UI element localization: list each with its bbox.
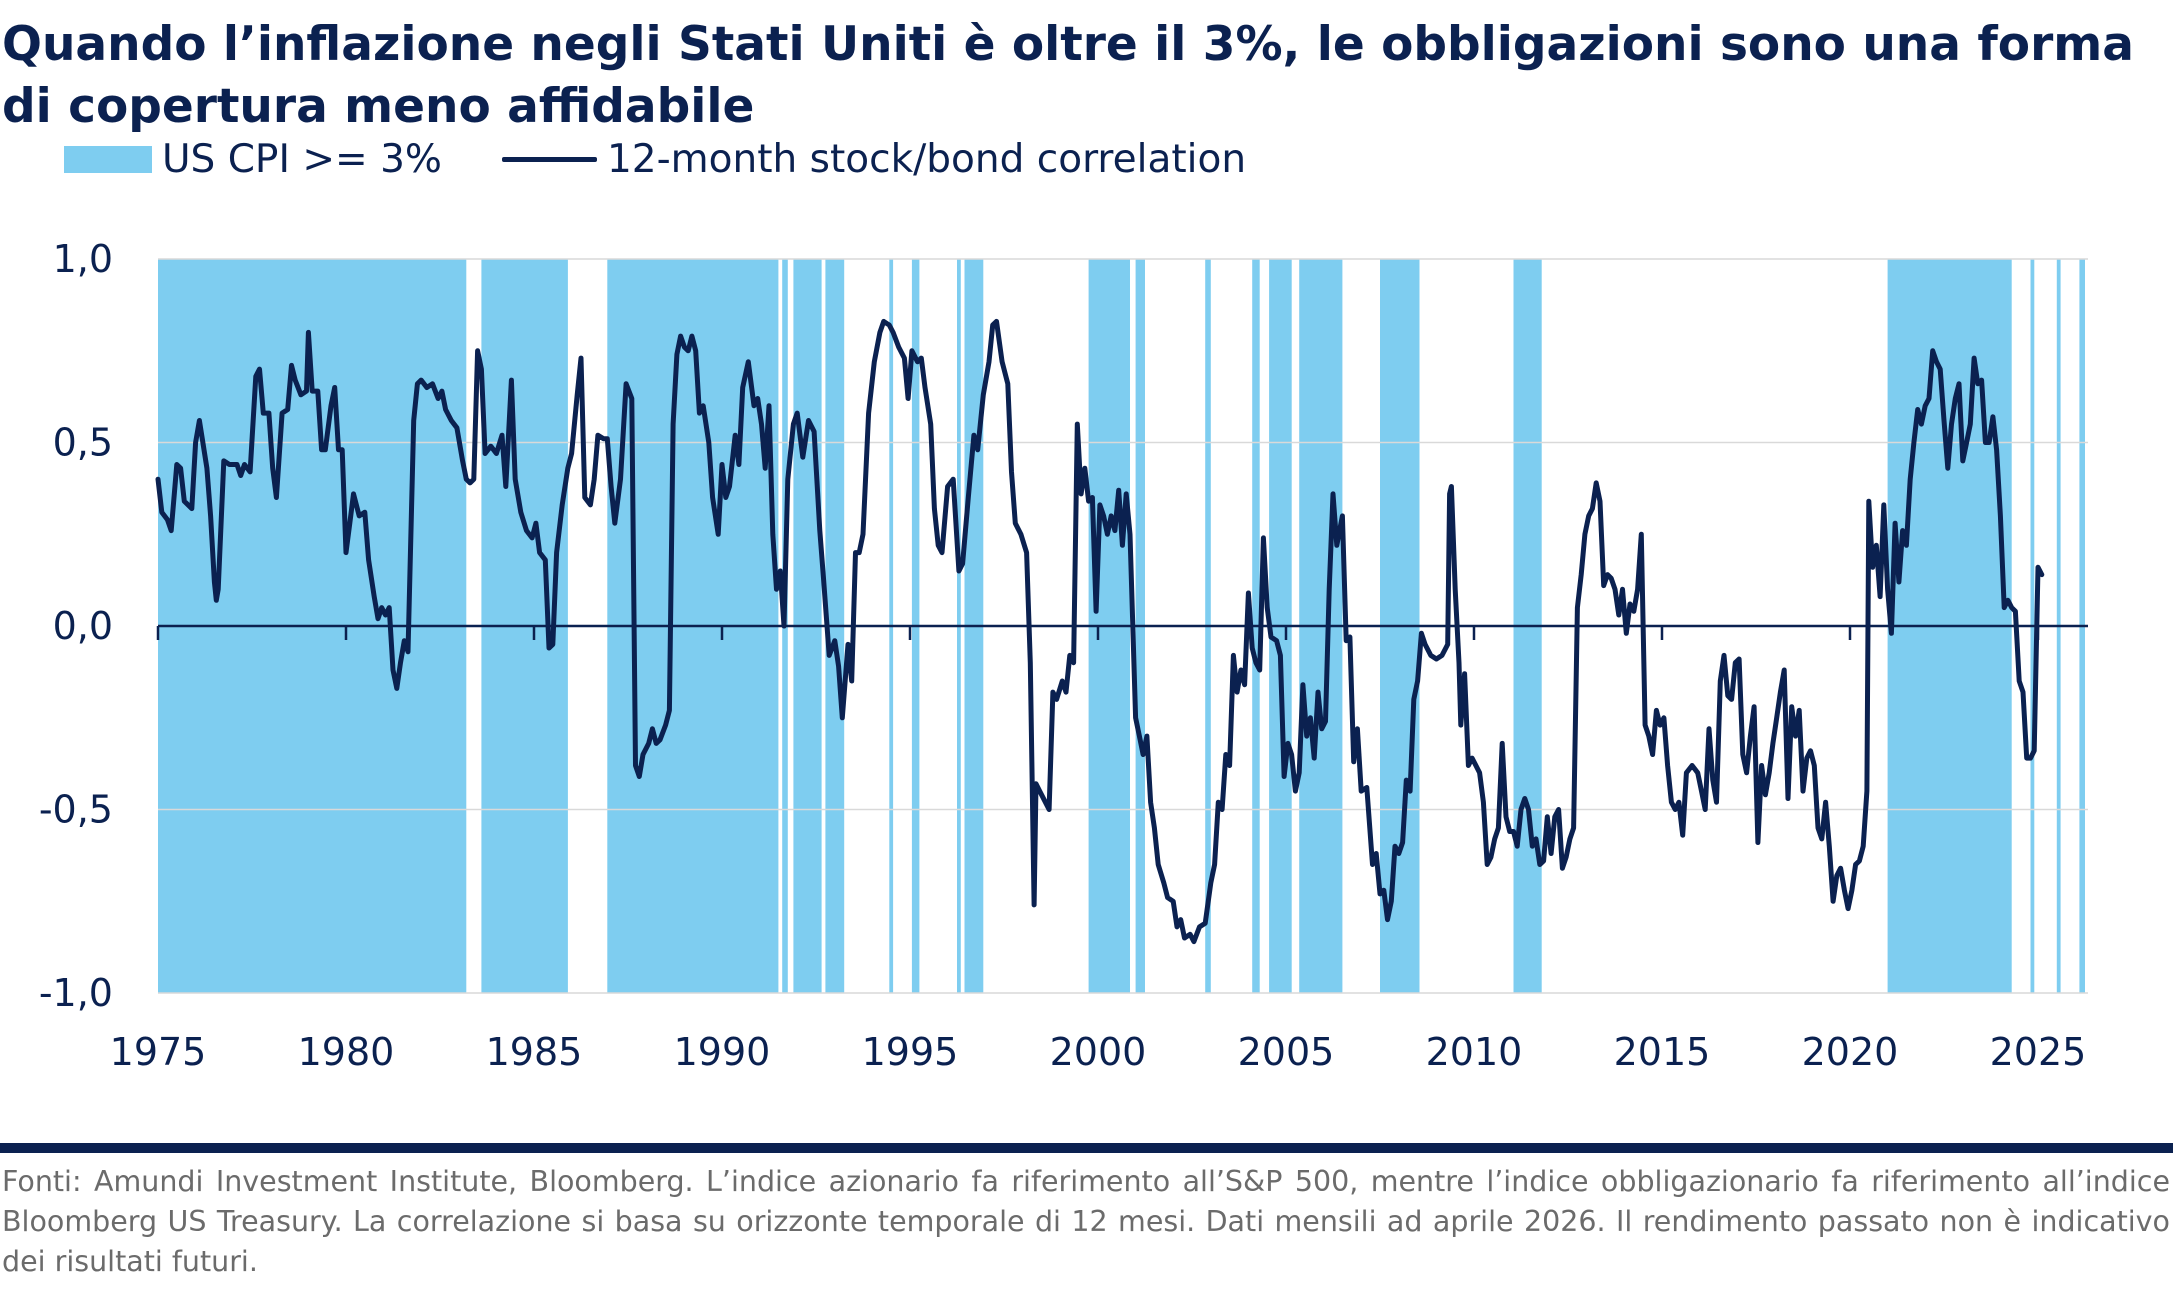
x-tick-label-3: 1990 (674, 1030, 771, 1074)
y-tick-label-1: 0,5 (53, 421, 113, 465)
x-tick-label-6: 2005 (1238, 1030, 1335, 1074)
source-footnote: Fonti: Amundi Investment Institute, Bloo… (2, 1165, 2170, 1278)
x-tick-label-8: 2015 (1614, 1030, 1711, 1074)
footer-rule (0, 1143, 2173, 1153)
x-tick-label-10: 2025 (1990, 1030, 2087, 1074)
legend-label-correlation: 12-month stock/bond correlation (606, 136, 1247, 182)
chart-title: Quando l’inflazione negli Stati Uniti è … (2, 17, 2134, 134)
x-tick-label-4: 1995 (862, 1030, 959, 1074)
legend-item-correlation: 12-month stock/bond correlation (501, 136, 1247, 182)
chart-plot: 1,0 0,5 0,0 -0,5 -1,0 1975 1980 1985 1990 1995 20… (39, 237, 2088, 1074)
legend-swatch-band (64, 145, 152, 173)
x-axis-labels: 1975 1980 1985 1990 1995 2000 2005 2010 2015 2020… (110, 1030, 2087, 1074)
x-tick-label-9: 2020 (1802, 1030, 1899, 1074)
x-tick-label-7: 2010 (1426, 1030, 1523, 1074)
legend-swatch-line (501, 156, 597, 162)
y-tick-label-2: 0,0 (53, 604, 113, 648)
correlation-line-0 (155, 318, 2045, 945)
y-axis-labels: 1,0 0,5 0,0 -0,5 -1,0 (39, 237, 113, 1015)
x-tick-label-2: 1985 (486, 1030, 583, 1074)
y-tick-label-0: 1,0 (53, 237, 113, 281)
y-tick-label-3: -0,5 (39, 788, 113, 832)
legend-label-cpi: US CPI >= 3% (162, 136, 442, 182)
correlation-series (155, 318, 2045, 945)
chart-legend: US CPI >= 3% 12-month stock/bond correla… (64, 134, 1306, 184)
gridlines (158, 258, 2088, 994)
x-tick-label-5: 2000 (1050, 1030, 1147, 1074)
legend-item-cpi: US CPI >= 3% (64, 137, 442, 182)
x-tick-label-1: 1980 (298, 1030, 395, 1074)
y-tick-label-4: -1,0 (39, 971, 113, 1015)
x-tick-label-0: 1975 (110, 1030, 207, 1074)
